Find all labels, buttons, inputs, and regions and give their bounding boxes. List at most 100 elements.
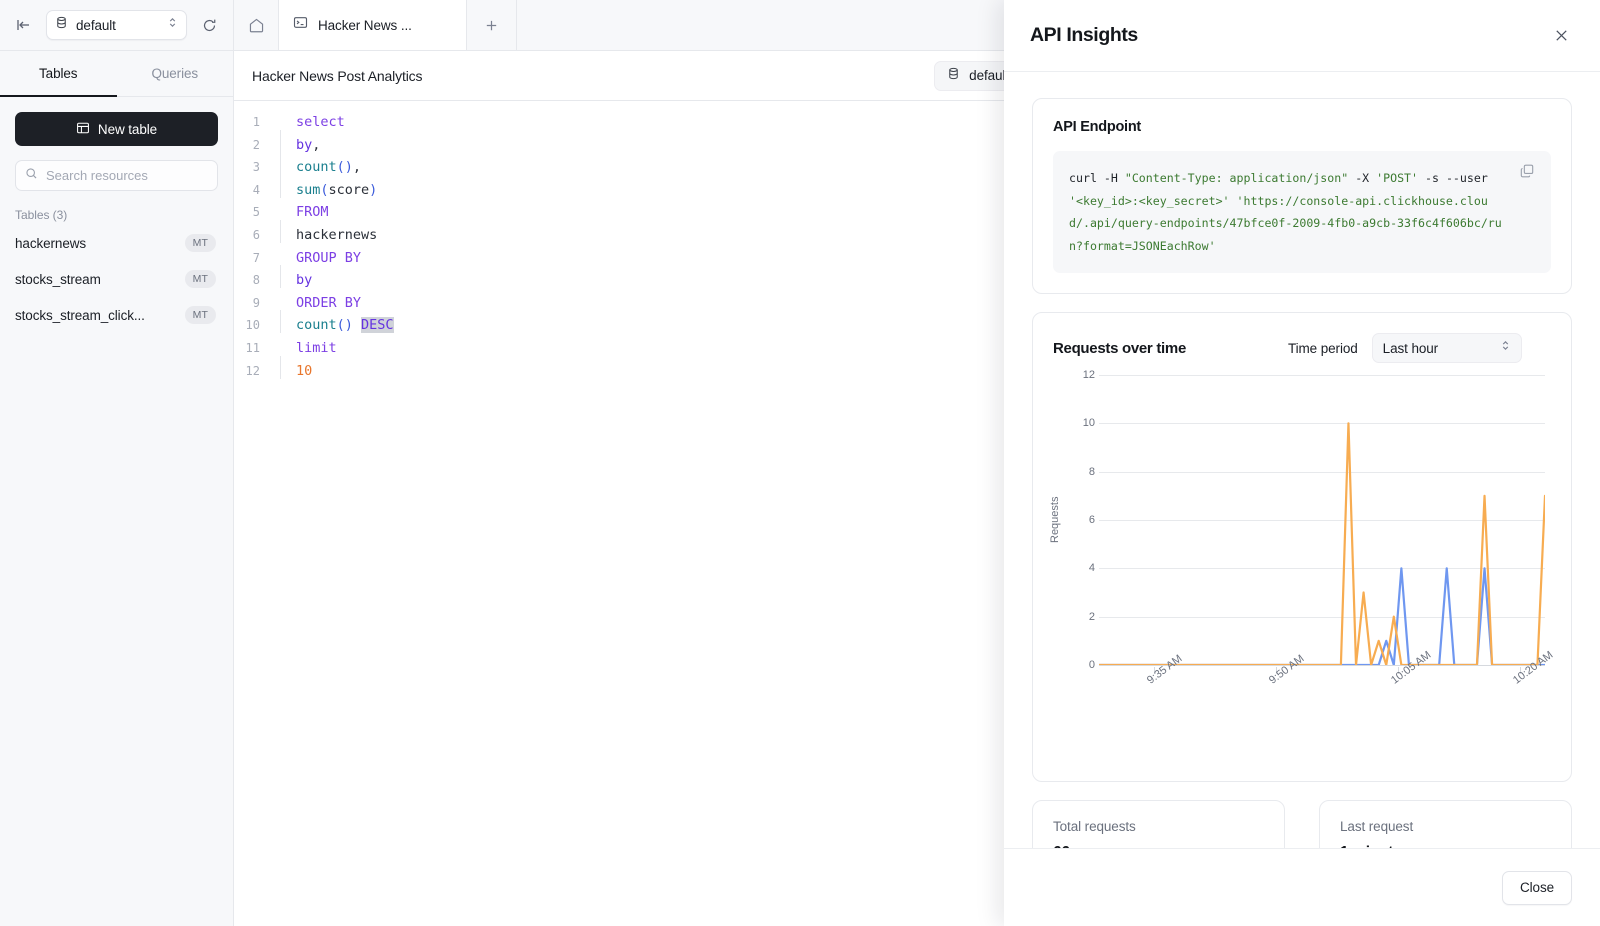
requests-line-chart: Requests 0 2 4 6 8 10 12 9:35 AM 9:50 AM 10:05 A…: [1049, 369, 1556, 765]
line-number: 9: [252, 295, 260, 310]
chart-x-tick: [1520, 667, 1522, 674]
chart-gridline: [1099, 375, 1545, 376]
code-text: limit: [296, 339, 337, 356]
api-insights-panel: API Insights API Endpoint curl -H "Conte…: [1004, 0, 1600, 926]
code-line: 11 limit: [234, 337, 1600, 360]
time-period-select[interactable]: Last hour: [1371, 333, 1522, 363]
code-line: 9 ORDER BY: [234, 292, 1600, 315]
last-request-label: Last request: [1340, 819, 1414, 834]
tables-heading: Tables (3): [15, 208, 68, 222]
chart-gridline: [1099, 471, 1545, 473]
last-request-card: Last request 1 minute ago: [1319, 800, 1572, 848]
chart-plot-area: [1099, 375, 1545, 665]
chart-gridline: [1099, 665, 1545, 666]
line-number: 5: [252, 205, 260, 220]
code-text: by: [272, 265, 312, 292]
code-text: sum(score): [272, 174, 377, 202]
chart-y-tick-label: 8: [1088, 465, 1095, 478]
table-engine-badge: MT: [184, 306, 216, 324]
query-tab[interactable]: Hacker News ...: [279, 0, 467, 50]
panel-body: API Endpoint curl -H "Content-Type: appl…: [1004, 72, 1600, 848]
code-text: ORDER BY: [296, 294, 362, 311]
series-line-0: [1099, 423, 1545, 665]
search-resources-box[interactable]: [15, 160, 218, 191]
chart-series-svg: [1099, 375, 1545, 665]
table-list-item-stocks-stream-click[interactable]: stocks_stream_click... MT: [15, 300, 218, 330]
terminal-icon: [293, 15, 308, 35]
table-engine-badge: MT: [184, 270, 216, 288]
page-title: Hacker News Post Analytics: [252, 67, 423, 84]
table-list-item-stocks-stream[interactable]: stocks_stream MT: [15, 264, 218, 294]
code-line: 6 hackernews: [234, 220, 1600, 247]
line-number: 10: [245, 318, 260, 333]
code-text: by,: [272, 129, 320, 157]
line-number: 1: [252, 115, 260, 129]
panel-footer: Close: [1004, 848, 1600, 926]
chart-title: Requests over time: [1053, 339, 1186, 357]
api-endpoint-code-box: curl -H "Content-Type: application/json"…: [1053, 151, 1551, 273]
chart-y-tick-label: 0: [1088, 659, 1095, 671]
stats-row: Total requests 66 Last request 1 minute …: [1032, 800, 1572, 848]
line-number: 8: [252, 273, 260, 288]
plus-icon[interactable]: [467, 0, 517, 50]
database-name: default: [76, 17, 116, 33]
chart-y-tick-label: 6: [1088, 514, 1095, 526]
chart-header: Requests over time Time period Last hour: [1053, 333, 1551, 363]
requests-over-time-card: Requests over time Time period Last hour…: [1032, 312, 1572, 782]
home-icon[interactable]: [234, 0, 279, 50]
last-request-value: 1 minute ago: [1340, 844, 1551, 848]
database-icon: [55, 16, 68, 34]
chart-x-tick: [1398, 667, 1400, 674]
chevron-updown-icon: [167, 16, 178, 34]
table-grid-icon: [76, 121, 90, 138]
database-selector[interactable]: default: [46, 10, 187, 40]
table-name: hackernews: [15, 235, 87, 251]
collapse-left-icon[interactable]: [12, 13, 36, 37]
time-period-value: Last hour: [1382, 340, 1439, 356]
total-requests-label: Total requests: [1053, 819, 1136, 834]
table-list-item-hackernews[interactable]: hackernews MT: [15, 228, 218, 258]
code-line: 1 select: [234, 111, 1600, 134]
new-table-button[interactable]: New table: [15, 112, 218, 146]
chart-y-tick-label: 10: [1082, 417, 1095, 430]
search-icon: [25, 167, 38, 185]
tab-queries-label: Queries: [151, 66, 199, 81]
api-endpoint-card: API Endpoint curl -H "Content-Type: appl…: [1032, 98, 1572, 294]
search-input[interactable]: [46, 168, 208, 183]
table-name: stocks_stream_click...: [15, 307, 145, 323]
code-text: count(),: [272, 152, 361, 179]
code-line: 2 by,: [234, 129, 1600, 157]
code-text: FROM: [296, 204, 329, 221]
code-line: 4 sum(score): [234, 174, 1600, 202]
query-tab-label: Hacker News ...: [318, 17, 412, 33]
code-text: 10: [272, 355, 312, 383]
database-icon: [947, 67, 960, 85]
chart-y-axis-label: Requests: [1049, 496, 1061, 543]
code-text: GROUP BY: [296, 249, 362, 266]
chart-x-tick: [1276, 667, 1278, 674]
new-table-label: New table: [97, 121, 158, 137]
table-name: stocks_stream: [15, 271, 101, 287]
code-text: select: [296, 114, 345, 130]
code-line: 5 FROM: [234, 201, 1600, 224]
chart-y-tick-label: 12: [1082, 369, 1095, 381]
sidebar-tabs: Tables Queries: [0, 51, 233, 97]
tab-queries[interactable]: Queries: [117, 51, 234, 96]
line-number: 7: [252, 250, 260, 265]
close-icon[interactable]: [1548, 23, 1574, 49]
line-number: 12: [245, 363, 260, 378]
query-database-name: default: [969, 68, 1009, 83]
line-number: 3: [252, 160, 260, 175]
line-number: 4: [252, 182, 260, 197]
chart-y-tick-label: 2: [1088, 610, 1095, 623]
line-number: 2: [252, 137, 260, 152]
copy-icon[interactable]: [1519, 163, 1537, 181]
close-button[interactable]: Close: [1501, 870, 1572, 905]
code-line: 8 by: [234, 265, 1600, 292]
sidebar-content: New table Tables (3) hackernews MT stock…: [0, 97, 233, 330]
refresh-icon[interactable]: [197, 13, 221, 37]
time-period-label: Time period: [1287, 340, 1358, 356]
table-engine-badge: MT: [184, 234, 216, 252]
tab-tables[interactable]: Tables: [0, 51, 117, 97]
tab-tables-label: Tables: [39, 66, 78, 81]
